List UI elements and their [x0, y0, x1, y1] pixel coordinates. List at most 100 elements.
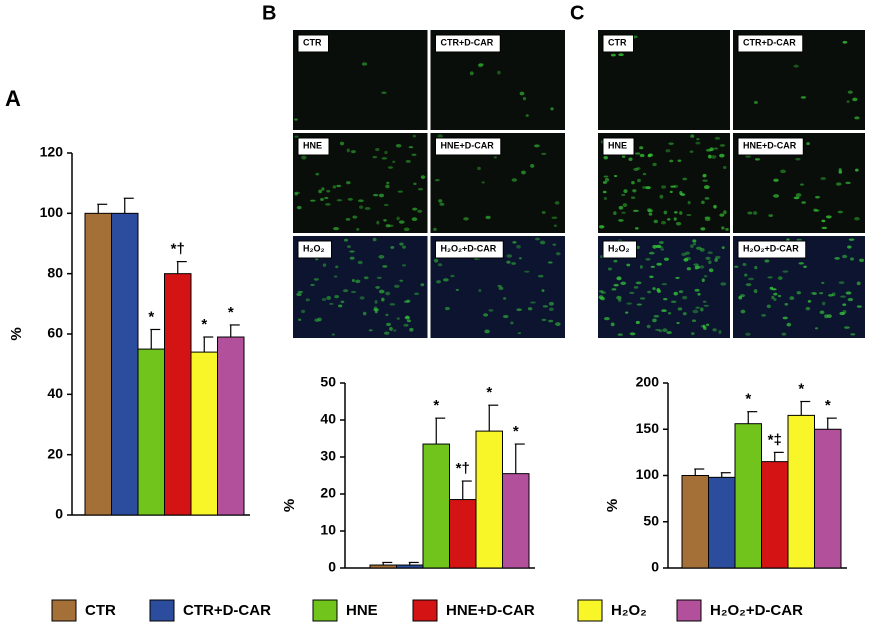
cell	[502, 314, 509, 319]
bar	[787, 414, 815, 569]
cell	[542, 305, 549, 308]
cell	[334, 294, 340, 299]
cell	[342, 289, 349, 293]
cell	[761, 314, 767, 317]
cell	[636, 167, 641, 170]
cell	[814, 327, 818, 330]
cell	[667, 312, 672, 315]
cell	[610, 322, 615, 327]
cell	[699, 265, 705, 269]
cell	[745, 332, 751, 336]
cell	[409, 327, 414, 332]
cell	[812, 292, 817, 296]
cell	[463, 217, 469, 221]
cell	[847, 297, 854, 302]
significance-mark: *	[433, 397, 439, 414]
cell	[403, 227, 410, 232]
cell	[645, 186, 651, 190]
cell	[628, 157, 633, 161]
cell	[723, 210, 727, 215]
cell	[660, 248, 665, 251]
y-tick-label: 0	[651, 559, 659, 575]
cell	[673, 291, 679, 296]
cell	[604, 177, 610, 182]
cell	[686, 213, 692, 217]
cell	[670, 185, 676, 188]
cell	[552, 243, 557, 246]
image-label: CTR	[303, 37, 322, 47]
cell	[702, 179, 708, 182]
cell	[784, 302, 789, 306]
cell	[665, 149, 671, 153]
cell	[386, 322, 392, 327]
cell	[819, 292, 824, 295]
cell	[682, 312, 687, 316]
cell	[652, 287, 656, 291]
cell	[390, 246, 395, 249]
cell	[826, 314, 832, 319]
cell	[396, 216, 400, 221]
cell	[524, 270, 530, 273]
cell	[389, 326, 393, 331]
cell	[613, 211, 617, 216]
cell	[331, 333, 335, 336]
y-tick-label: 50	[643, 512, 659, 528]
cell	[677, 159, 682, 163]
cell	[702, 173, 707, 178]
cell	[656, 288, 661, 292]
cell	[725, 227, 729, 231]
cell	[336, 184, 342, 188]
cell	[301, 309, 306, 314]
cell	[345, 218, 351, 221]
cell	[630, 196, 636, 199]
cell	[652, 162, 657, 167]
cell	[639, 146, 644, 150]
cell	[382, 265, 388, 268]
cell	[771, 295, 775, 300]
cell	[550, 107, 554, 111]
cell	[713, 204, 717, 209]
y-tick-label: 20	[47, 445, 63, 461]
cell	[745, 283, 752, 287]
cell	[530, 164, 535, 168]
cell	[674, 211, 678, 214]
cell	[402, 264, 406, 267]
image-label-box	[602, 137, 635, 156]
cell	[361, 62, 368, 66]
cell	[693, 263, 699, 266]
cell	[541, 152, 547, 156]
cell	[553, 224, 557, 227]
cell	[525, 114, 529, 117]
y-tick-label: 200	[636, 374, 660, 390]
cell	[754, 158, 760, 161]
cell	[715, 255, 721, 259]
cell	[649, 275, 654, 279]
cell	[855, 168, 859, 172]
cell	[420, 283, 425, 287]
cell	[633, 286, 639, 289]
cell	[744, 273, 748, 277]
cell	[647, 290, 652, 294]
legend-swatch	[312, 599, 338, 622]
cell	[385, 224, 391, 228]
cell	[850, 333, 856, 336]
legend-swatch	[676, 599, 702, 622]
cell	[838, 170, 843, 174]
cell	[364, 207, 371, 210]
image-label: HNE+D-CAR	[441, 140, 495, 150]
cell	[616, 295, 622, 300]
bar	[164, 273, 192, 516]
cell	[845, 181, 851, 185]
cell	[789, 296, 795, 301]
cell	[483, 313, 489, 317]
cell	[694, 265, 701, 269]
image-label-box	[737, 34, 804, 53]
cell	[676, 321, 680, 325]
y-tick-label: 150	[636, 420, 660, 436]
cell	[679, 211, 683, 215]
cell	[313, 278, 319, 281]
cell	[803, 265, 807, 268]
cell	[629, 291, 635, 295]
cell	[333, 227, 340, 231]
cell	[343, 238, 349, 242]
